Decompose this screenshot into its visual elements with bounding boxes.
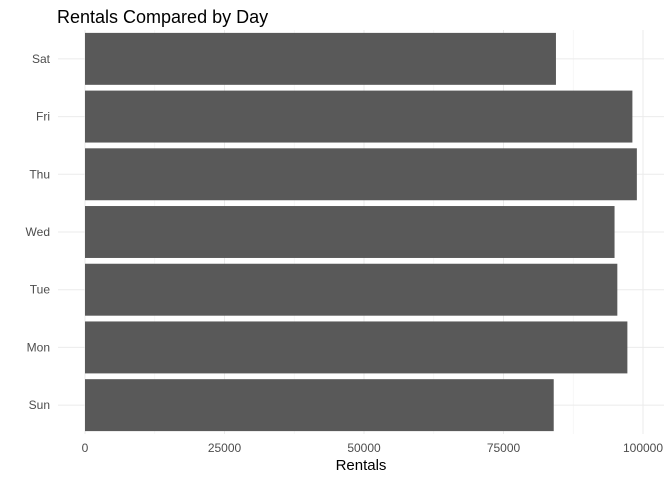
bars: [85, 32, 637, 432]
x-tick-label: 75000: [487, 441, 521, 455]
y-tick-label: Sun: [29, 398, 50, 412]
bar-wed: [85, 206, 615, 258]
y-tick-label: Tue: [30, 283, 51, 297]
chart-title: Rentals Compared by Day: [57, 7, 268, 27]
bar-mon: [85, 321, 628, 374]
bar-sun: [85, 379, 554, 432]
bar-sat: [85, 32, 556, 85]
y-axis-tick-labels: Sun Mon Tue Wed Thu Fri Sat: [26, 52, 51, 412]
bar-fri: [85, 90, 633, 143]
x-tick-label: 50000: [347, 441, 381, 455]
y-tick-label: Sat: [32, 52, 51, 66]
x-tick-label: 25000: [208, 441, 242, 455]
bar-tue: [85, 263, 618, 316]
y-tick-label: Wed: [26, 225, 50, 239]
x-tick-label: 100000: [623, 441, 663, 455]
y-tick-label: Thu: [29, 167, 50, 181]
x-axis-tick-labels: 0 25000 50000 75000 100000: [82, 441, 664, 455]
x-axis-title: Rentals: [336, 457, 387, 474]
y-tick-label: Mon: [27, 340, 50, 354]
bar-thu: [85, 148, 637, 201]
x-tick-label: 0: [82, 441, 89, 455]
y-tick-label: Fri: [36, 110, 50, 124]
